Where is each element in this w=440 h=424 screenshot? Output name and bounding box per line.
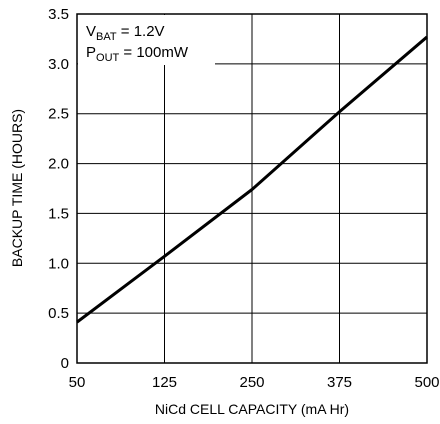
- data-series: [76, 35, 428, 324]
- y-axis-label: BACKUP TIME (HOURS): [9, 109, 25, 267]
- y-tick-label: 2.0: [48, 156, 69, 173]
- x-tick-label: 500: [414, 374, 439, 391]
- y-tick-label: 0: [61, 355, 69, 372]
- pout-annotation: POUT = 100mW: [86, 44, 189, 64]
- y-axis-tick-labels: 0 0.5 1.0 1.5 2.0 2.5 3.0 3.5: [48, 6, 69, 372]
- x-tick-label: 50: [69, 374, 86, 391]
- y-tick-label: 2.5: [48, 106, 69, 123]
- y-tick-label: 3.0: [48, 56, 69, 73]
- y-tick-label: 3.5: [48, 6, 69, 23]
- y-tick-label: 1.5: [48, 205, 69, 222]
- x-tick-label: 125: [152, 374, 177, 391]
- annotation-box: [78, 15, 215, 65]
- backup-time-curve: [76, 35, 428, 324]
- x-tick-label: 375: [327, 374, 352, 391]
- x-axis-label: NiCd CELL CAPACITY (mA Hr): [155, 401, 349, 417]
- x-axis-tick-labels: 50 125 250 375 500: [69, 374, 440, 391]
- y-tick-label: 1.0: [48, 255, 69, 272]
- vbat-annotation: VBAT = 1.2V: [86, 23, 165, 43]
- y-tick-label: 0.5: [48, 305, 69, 322]
- plot-frame: [76, 13, 428, 364]
- x-tick-label: 250: [239, 374, 264, 391]
